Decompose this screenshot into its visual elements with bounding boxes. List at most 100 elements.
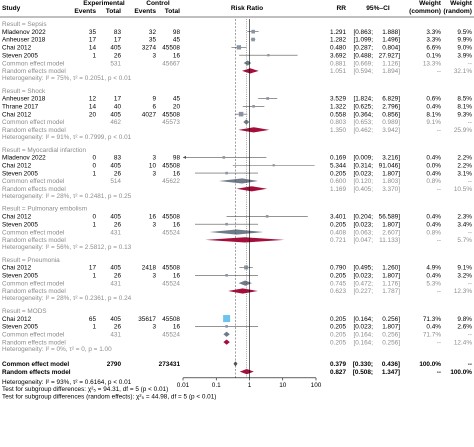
study-ci-high: 6.829] bbox=[382, 96, 400, 103]
ctrl-total: 45508 bbox=[162, 111, 180, 118]
study-name: Steven 2005 bbox=[2, 221, 38, 228]
study-name: Thrane 2017 bbox=[2, 104, 39, 111]
overall-common-weight-common: 100.0% bbox=[419, 361, 441, 368]
subgroup-common-ctrl-total: 45524 bbox=[162, 280, 180, 287]
study-ci-low: [0.009; bbox=[353, 155, 373, 162]
study-ci-high: 1.807] bbox=[382, 273, 400, 280]
exp-events: 1 bbox=[92, 221, 96, 228]
subgroup-random-weight-random: 25.9% bbox=[454, 127, 472, 134]
subgroup-common-weight-random: -- bbox=[468, 60, 472, 67]
overall-random-weight-random: 100.0% bbox=[450, 369, 472, 376]
ctrl-events: 32 bbox=[149, 29, 157, 36]
study-name: Chai 2012 bbox=[2, 111, 32, 118]
study-weight-common: 3.3% bbox=[426, 37, 441, 44]
subgroup-common-ci-low: [0.120; bbox=[353, 178, 373, 185]
x-tick-label: 10 bbox=[279, 382, 287, 389]
exp-total: 405 bbox=[110, 45, 121, 52]
header-rr: RR bbox=[336, 5, 346, 12]
subgroup-random-label: Random effects model bbox=[2, 127, 66, 134]
study-name: Steven 2005 bbox=[2, 324, 38, 331]
study-weight-common: 0.4% bbox=[426, 324, 441, 331]
study-ci-low: [1.099; bbox=[353, 37, 373, 44]
ctrl-events: 2418 bbox=[142, 265, 157, 272]
footer-line: Test for subgroup differences (random ef… bbox=[2, 393, 216, 400]
study-name: Chai 2012 bbox=[2, 265, 32, 272]
subgroup-common-ci-high: 1.176] bbox=[382, 280, 400, 287]
exp-total: 17 bbox=[114, 37, 122, 44]
subgroup-common-weight-random: -- bbox=[468, 331, 472, 338]
study-weight-square bbox=[222, 156, 226, 159]
subgroup-label: Result = Pneumonia bbox=[2, 257, 60, 264]
exp-total: 26 bbox=[114, 170, 122, 177]
subgroup-common-weight-common: 13.3% bbox=[423, 60, 441, 67]
subgroup-common-exp-total: 431 bbox=[110, 331, 121, 338]
study-weight-random: 2.3% bbox=[457, 214, 472, 221]
study-weight-common: 0.4% bbox=[426, 104, 441, 111]
subgroup-random-ci-high: 0.256] bbox=[382, 339, 400, 346]
study-name: Chai 2012 bbox=[2, 45, 32, 52]
subgroup-random-weight-common: -- bbox=[437, 68, 441, 75]
subgroup-random-weight-common: -- bbox=[437, 339, 441, 346]
overall-random-ci-low: [0.508; bbox=[353, 369, 373, 376]
study-ci-high: 91.046] bbox=[379, 162, 401, 169]
subgroup-common-label: Common effect model bbox=[2, 60, 64, 67]
study-ci-low: [0.625; bbox=[353, 104, 373, 111]
study-ci-low: [1.824; bbox=[353, 96, 373, 103]
study-weight-common: 0.0% bbox=[426, 162, 441, 169]
subgroup-common-exp-total: 531 bbox=[110, 60, 121, 67]
subgroup-random-weight-random: 10.5% bbox=[454, 186, 472, 193]
ctrl-total: 16 bbox=[173, 170, 181, 177]
header-ctrl-total: Total bbox=[165, 8, 180, 15]
study-weight-common: 8.1% bbox=[426, 111, 441, 118]
header-control: Control bbox=[146, 0, 170, 7]
study-weight-common: 0.4% bbox=[426, 214, 441, 221]
subgroup-random-ci-low: [0.462; bbox=[353, 127, 373, 134]
subgroup-heterogeneity: Heterogeneity: I² = 91%, τ² = 0.7999, p … bbox=[2, 134, 132, 141]
study-rr: 0.169 bbox=[330, 155, 346, 162]
study-name: Chai 2012 bbox=[2, 162, 32, 169]
subgroup-common-diamond bbox=[209, 229, 264, 235]
study-ci-high: 1.807] bbox=[382, 170, 400, 177]
study-ci-low: [0.023; bbox=[353, 221, 373, 228]
subgroup-common-label: Common effect model bbox=[2, 331, 64, 338]
study-weight-common: 0.4% bbox=[426, 273, 441, 280]
study-ci-low: [0.364; bbox=[353, 111, 373, 118]
subgroup-common-rr: 0.408 bbox=[330, 229, 346, 236]
ctrl-events: 3 bbox=[152, 155, 156, 162]
subgroup-heterogeneity: Heterogeneity: I² = 0%, τ² = 0, p = 1.00 bbox=[2, 346, 112, 353]
study-rr: 5.344 bbox=[330, 162, 346, 169]
study-ci-high: 2.796] bbox=[382, 104, 400, 111]
study-name: Chai 2012 bbox=[2, 214, 32, 221]
exp-events: 14 bbox=[89, 45, 97, 52]
subgroup-random-label: Random effects model bbox=[2, 339, 66, 346]
study-name: Mladenov 2022 bbox=[2, 29, 46, 36]
ctrl-total: 98 bbox=[173, 29, 181, 36]
ctrl-events: 3 bbox=[152, 221, 156, 228]
subgroup-random-weight-random: 5.7% bbox=[457, 237, 472, 244]
study-rr: 1.282 bbox=[330, 37, 346, 44]
study-ci-high: 1.888] bbox=[382, 29, 400, 36]
study-ci-high: 56.589] bbox=[379, 214, 401, 221]
subgroup-common-ci-high: 0.256] bbox=[382, 331, 400, 338]
subgroup-common-weight-common: 5.3% bbox=[426, 280, 441, 287]
subgroup-common-ctrl-total: 45524 bbox=[162, 229, 180, 236]
x-tick-label: 0.1 bbox=[212, 382, 221, 389]
subgroup-common-ctrl-total: 45667 bbox=[162, 60, 180, 67]
subgroup-common-ci-high: 1.803] bbox=[382, 178, 400, 185]
subgroup-common-weight-random: -- bbox=[468, 229, 472, 236]
study-ci-low: [0.204; bbox=[353, 214, 373, 221]
study-ci-low: [0.023; bbox=[353, 273, 373, 280]
subgroup-common-label: Common effect model bbox=[2, 280, 64, 287]
study-weight-square bbox=[266, 97, 270, 100]
x-tick-label: 100 bbox=[311, 382, 322, 389]
header-risk-ratio: Risk Ratio bbox=[231, 5, 263, 12]
study-ci-low: [0.023; bbox=[353, 170, 373, 177]
study-weight-square bbox=[225, 171, 228, 175]
subgroup-common-rr: 0.205 bbox=[330, 331, 346, 338]
study-ci-high: 0.856] bbox=[382, 111, 400, 118]
study-weight-square bbox=[225, 222, 228, 226]
ctrl-total: 45 bbox=[173, 96, 181, 103]
study-weight-square bbox=[225, 274, 228, 277]
overall-common-rr: 0.379 bbox=[330, 361, 346, 368]
study-weight-random: 3.9% bbox=[457, 52, 472, 59]
